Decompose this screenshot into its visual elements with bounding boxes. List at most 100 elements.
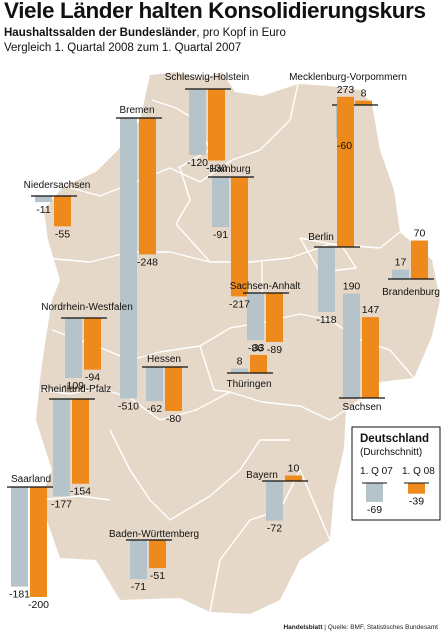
state-name-brandenburg: Brandenburg: [382, 287, 440, 298]
bar-niedersachsen-q1-08: [54, 196, 71, 227]
state-name-hessen: Hessen: [147, 354, 181, 365]
value-label-thueringen-q1-08: 33: [253, 342, 265, 354]
state-name-mecklenburg-vorpommern: Mecklenburg-Vorpommern: [289, 72, 407, 83]
value-label-hessen-q1-07: -62: [147, 403, 162, 415]
value-label-hamburg-q1-08: -217: [229, 298, 250, 310]
bar-layer: [7, 88, 434, 597]
chart-subtitle: Haushaltssalden der Bundesländer, pro Ko…: [4, 27, 286, 39]
bar-sachsen-q1-07: [343, 293, 360, 398]
chart-comparison-note: Vergleich 1. Quartal 2008 zum 1. Quartal…: [4, 42, 242, 54]
value-label-sachsen-q1-07: 190: [343, 281, 361, 293]
bar-sachsen-anhalt-q1-07: [247, 293, 264, 341]
bar-baden-wuerttemberg-q1-07: [130, 540, 147, 580]
subtitle-bold: Haushaltssalden der Bundesländer: [4, 27, 197, 39]
value-label-hessen-q1-08: -80: [166, 413, 181, 425]
bar-berlin-q1-08: [337, 96, 354, 247]
state-border-line: [63, 83, 299, 197]
state-border-line: [43, 231, 401, 263]
value-label-mecklenburg-vorpommern-q1-07: -60: [337, 140, 352, 152]
label-layer: -120-130 Schleswig-Holstein -60 8 Mecklenbur…: [9, 72, 440, 611]
bar-berlin-q1-07: [318, 247, 335, 312]
state-name-baden-wuerttemberg: Baden-Württemberg: [109, 529, 199, 540]
bar-schleswig-holstein-q1-08: [208, 89, 225, 161]
state-name-berlin: Berlin: [308, 232, 334, 243]
average-legend-q1-07: 1. Q 07: [360, 466, 393, 477]
state-border-line: [299, 237, 357, 273]
bar-brandenburg-q1-08: [411, 240, 428, 279]
state-name-schleswig-holstein: Schleswig-Holstein: [165, 72, 249, 83]
state-name-sachsen-anhalt: Sachsen-Anhalt: [230, 281, 301, 292]
subtitle-unit: , pro Kopf in Euro: [196, 27, 286, 39]
value-label-bayern-q1-08: 10: [288, 463, 300, 475]
bar-niedersachsen-q1-07: [35, 196, 52, 203]
value-label-bayern-q1-07: -72: [267, 523, 282, 535]
value-label-hamburg-q1-07: -91: [213, 229, 228, 241]
bar-saarland-q1-07: [11, 487, 28, 587]
value-label-thueringen-q1-07: 8: [237, 356, 243, 368]
state-name-thueringen: Thüringen: [226, 379, 271, 390]
state-name-bayern: Bayern: [246, 470, 278, 481]
state-border-line: [209, 469, 331, 613]
average-bar-q1-08: [408, 483, 425, 494]
value-label-saarland-q1-08: -200: [28, 599, 49, 611]
source-note: Handelsblatt | Quelle: BMF, Statistische…: [283, 624, 438, 631]
value-label-niedersachsen-q1-07: -11: [36, 204, 51, 216]
state-borders: [39, 83, 415, 613]
state-border-line: [175, 167, 211, 263]
bar-sachsen-q1-08: [362, 317, 379, 398]
value-label-sachsen-anhalt-q1-08: -89: [267, 344, 282, 356]
value-label-berlin-q1-08: 273: [337, 84, 355, 96]
average-box-subtitle: (Durchschnitt): [360, 447, 422, 458]
germany-average-box: Deutschland (Durchschnitt) 1. Q 07 -69 1. Q …: [351, 426, 441, 521]
state-border-line: [199, 345, 231, 393]
bar-nordrhein-westfalen-q1-07: [65, 318, 82, 378]
bar-baden-wuerttemberg-q1-08: [149, 540, 166, 569]
value-label-mecklenburg-vorpommern-q1-08: 8: [361, 88, 367, 100]
bar-bayern-q1-08: [285, 475, 302, 481]
bar-sachsen-anhalt-q1-08: [266, 293, 283, 342]
bar-hessen-q1-07: [146, 367, 163, 402]
average-value-q1-07: -69: [367, 504, 382, 516]
state-name-sachsen: Sachsen: [343, 402, 382, 413]
state-border-line: [39, 387, 347, 421]
value-label-saarland-q1-07: -181: [9, 589, 30, 601]
value-label-schleswig-holstein-q1-08: -130: [206, 163, 227, 175]
average-bar-q1-07: [366, 483, 383, 502]
bar-rheinland-pfalz-q1-08: [72, 399, 89, 484]
state-name-niedersachsen: Niedersachsen: [24, 180, 91, 191]
average-legend-q1-08: 1. Q 08: [402, 466, 435, 477]
bar-bayern-q1-07: [266, 481, 283, 521]
value-label-rheinland-pfalz-q1-07: -177: [51, 498, 72, 510]
state-name-rheinland-pfalz: Rheinland-Pfalz: [41, 384, 112, 395]
value-label-bremen-q1-07: -510: [118, 401, 139, 413]
bar-schleswig-holstein-q1-07: [189, 89, 206, 155]
state-border-line: [39, 495, 111, 501]
source-text: | Quelle: BMF, Statistisches Bundesamt: [322, 624, 438, 631]
average-box-frame: [351, 426, 441, 521]
bar-rheinland-pfalz-q1-07: [53, 399, 70, 497]
bar-hamburg-q1-07: [212, 177, 229, 228]
value-label-brandenburg-q1-08: 70: [414, 228, 426, 240]
value-label-berlin-q1-07: -118: [316, 314, 336, 326]
value-label-schleswig-holstein-q1-07: -120: [187, 157, 208, 169]
bar-mecklenburg-vorpommern-q1-08: [355, 100, 372, 105]
value-label-baden-wuerttemberg-q1-08: -51: [150, 570, 165, 582]
value-label-nordrhein-westfalen-q1-08: -94: [85, 372, 100, 384]
state-name-nordrhein-westfalen: Nordrhein-Westfalen: [41, 302, 133, 313]
average-value-q1-08: -39: [409, 496, 424, 508]
value-label-niedersachsen-q1-08: -55: [55, 228, 70, 240]
state-border-line: [109, 429, 290, 521]
bar-hamburg-q1-08: [231, 177, 248, 297]
bar-bremen-q1-07: [120, 118, 137, 399]
value-label-baden-wuerttemberg-q1-07: -71: [131, 581, 146, 593]
bar-hessen-q1-08: [165, 367, 182, 411]
source-brand: Handelsblatt: [283, 624, 323, 631]
value-label-sachsen-q1-08: 147: [362, 304, 380, 316]
value-label-bremen-q1-08: -248: [137, 256, 158, 268]
state-name-saarland: Saarland: [11, 474, 51, 485]
bar-brandenburg-q1-07: [392, 269, 409, 279]
bar-thueringen-q1-07: [231, 368, 248, 373]
chart-title: Viele Länder halten Konsolidierungskurs: [4, 0, 426, 23]
state-name-bremen: Bremen: [119, 105, 154, 116]
